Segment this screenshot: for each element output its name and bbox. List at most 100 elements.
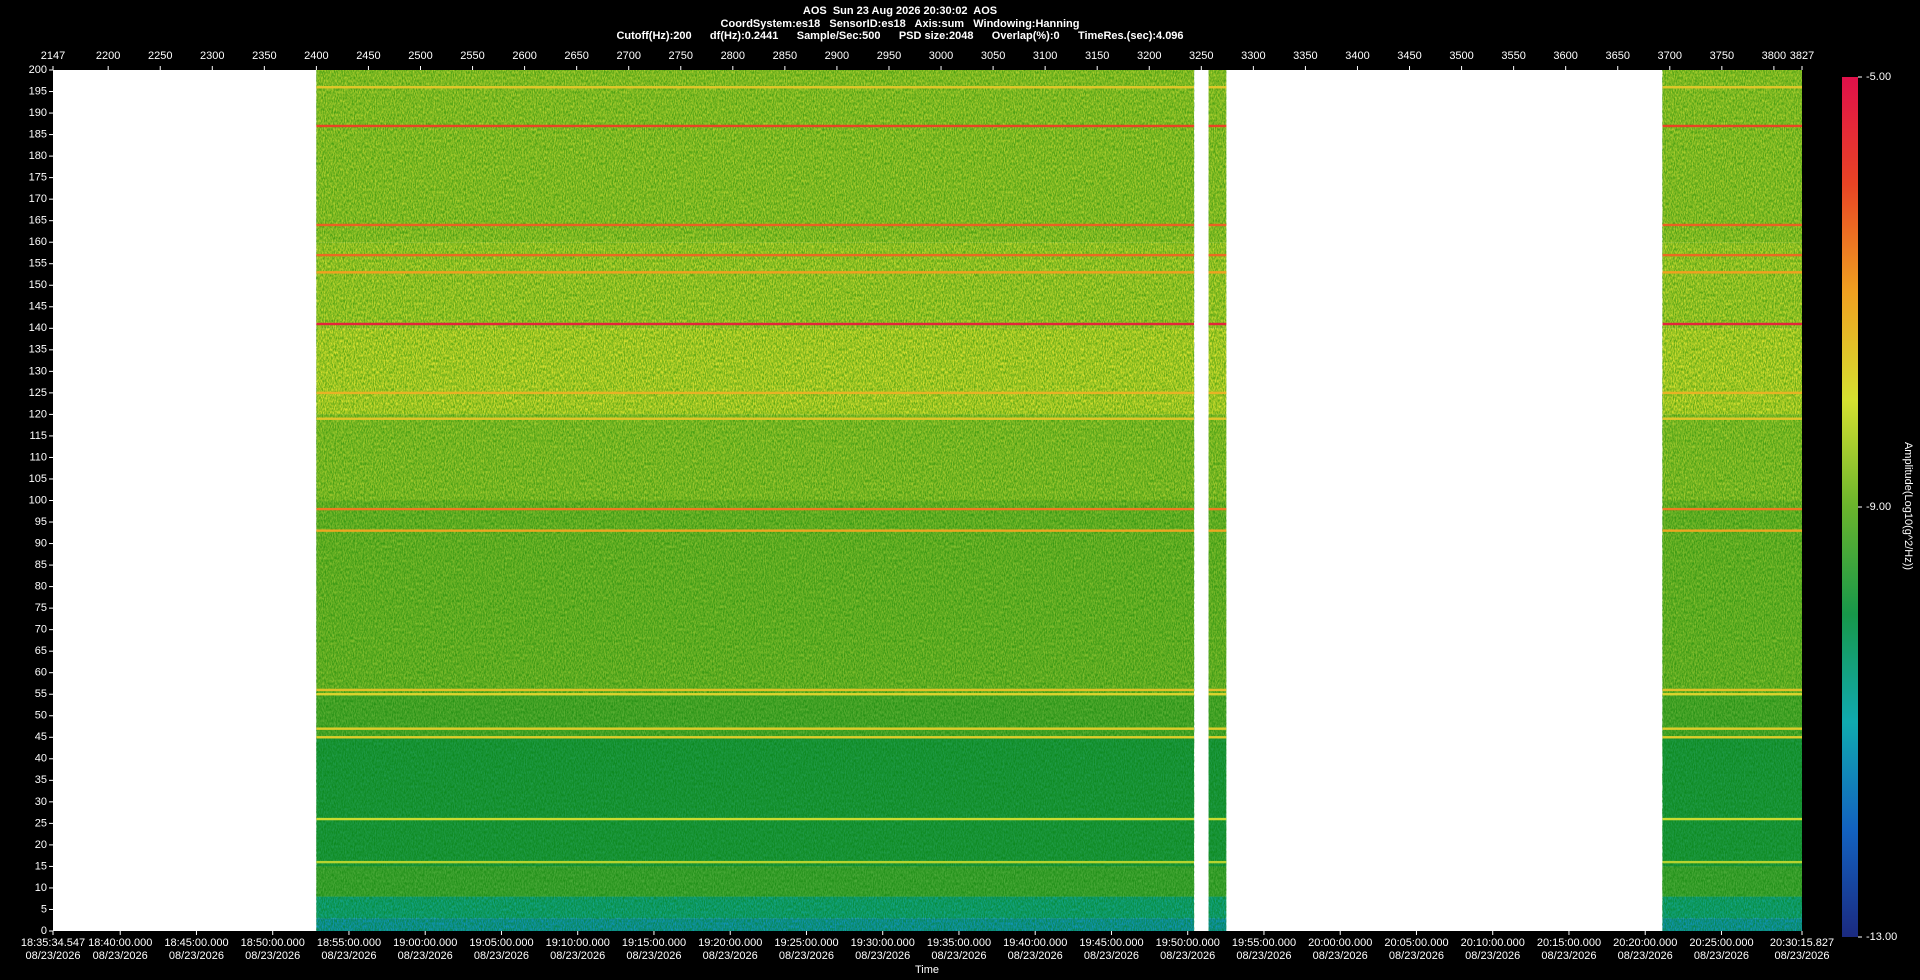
y-tick-label: 45 bbox=[35, 731, 47, 743]
x-bottom-tick-date: 08/23/2026 bbox=[931, 950, 986, 962]
x-top-tick-label: 2200 bbox=[96, 50, 120, 62]
x-top-tick-label: 3200 bbox=[1137, 50, 1161, 62]
y-tick-label: 10 bbox=[35, 882, 47, 894]
spectral-line bbox=[316, 271, 1195, 274]
x-bottom-tick-date: 08/23/2026 bbox=[1008, 950, 1063, 962]
y-tick-label: 55 bbox=[35, 688, 47, 700]
spectral-line bbox=[1208, 223, 1227, 227]
x-bottom-tick-label: 20:25:00.000 bbox=[1689, 937, 1753, 949]
x-bottom-tick-label: 20:15:00.000 bbox=[1537, 937, 1601, 949]
x-bottom-tick-label: 19:10:00.000 bbox=[546, 937, 610, 949]
spectral-line bbox=[316, 417, 1195, 420]
spectral-line bbox=[1662, 817, 1802, 821]
x-bottom-tick-date: 08/23/2026 bbox=[398, 950, 453, 962]
colorbar-tick-label: -9.00 bbox=[1866, 501, 1891, 513]
x-bottom-tick-label: 18:35:34.547 bbox=[21, 937, 85, 949]
spectral-line bbox=[316, 253, 1195, 257]
x-bottom-tick-date: 08/23/2026 bbox=[1541, 950, 1596, 962]
spectral-line bbox=[1662, 271, 1802, 274]
settings-line: Cutoff(Hz):200 df(Hz):0.2441 Sample/Sec:… bbox=[616, 30, 1183, 42]
chart-title: AOS Sun 23 Aug 2026 20:30:02 AOS bbox=[803, 5, 997, 17]
spectral-line bbox=[1208, 124, 1227, 128]
x-top-tick-label: 3600 bbox=[1553, 50, 1577, 62]
spectral-line bbox=[316, 693, 1195, 696]
spectral-line bbox=[1662, 529, 1802, 532]
y-tick-label: 30 bbox=[35, 796, 47, 808]
spectral-line bbox=[1208, 529, 1227, 532]
spectral-line bbox=[1662, 86, 1802, 89]
colorbar-label: Amplitude(Log10(g^2/Hz)) bbox=[1902, 442, 1914, 570]
x-bottom-tick-label: 19:00:00.000 bbox=[393, 937, 457, 949]
x-top-tick-label: 3000 bbox=[929, 50, 953, 62]
texture bbox=[1208, 70, 1227, 931]
x-bottom-tick-date: 08/23/2026 bbox=[703, 950, 758, 962]
spectral-line bbox=[1662, 727, 1802, 730]
x-bottom-tick-label: 19:05:00.000 bbox=[469, 937, 533, 949]
x-bottom-tick-date: 08/23/2026 bbox=[550, 950, 605, 962]
y-tick-label: 115 bbox=[29, 430, 47, 442]
y-tick-label: 160 bbox=[29, 236, 47, 248]
x-top-tick-label: 3827 bbox=[1790, 50, 1814, 62]
spectral-line bbox=[1208, 507, 1227, 511]
spectral-line bbox=[1662, 507, 1802, 511]
y-tick-label: 75 bbox=[35, 602, 47, 614]
x-top-tick-label: 2950 bbox=[877, 50, 901, 62]
x-bottom-tick-label: 20:00:00.000 bbox=[1308, 937, 1372, 949]
x-bottom-tick-date: 08/23/2026 bbox=[321, 950, 376, 962]
x-bottom-tick-label: 20:05:00.000 bbox=[1384, 937, 1448, 949]
y-tick-label: 185 bbox=[29, 128, 47, 140]
x-bottom-tick-label: 18:55:00.000 bbox=[317, 937, 381, 949]
y-tick-label: 120 bbox=[29, 408, 47, 420]
chart-subtitle: CoordSystem:es18 SensorID:es18 Axis:sum … bbox=[721, 18, 1080, 30]
spectral-line bbox=[316, 391, 1195, 395]
spectral-line bbox=[1208, 322, 1227, 326]
spectral-line bbox=[316, 529, 1195, 532]
y-tick-label: 35 bbox=[35, 774, 47, 786]
spectral-line bbox=[1208, 391, 1227, 395]
x-top-tick-label: 3550 bbox=[1501, 50, 1525, 62]
x-top-tick-label: 3500 bbox=[1449, 50, 1473, 62]
x-bottom-tick-label: 20:20:00.000 bbox=[1613, 937, 1677, 949]
y-tick-label: 100 bbox=[29, 494, 47, 506]
y-tick-label: 165 bbox=[29, 215, 47, 227]
spectral-line bbox=[316, 507, 1195, 511]
x-bottom-tick-date: 08/23/2026 bbox=[1313, 950, 1368, 962]
y-tick-label: 150 bbox=[29, 279, 47, 291]
x-bottom-tick-date: 08/23/2026 bbox=[1389, 950, 1444, 962]
x-bottom-tick-date: 08/23/2026 bbox=[1465, 950, 1520, 962]
x-top-tick-label: 3250 bbox=[1189, 50, 1213, 62]
x-bottom-tick-label: 19:15:00.000 bbox=[622, 937, 686, 949]
x-top-tick-label: 2400 bbox=[304, 50, 328, 62]
x-bottom-tick-label: 19:35:00.000 bbox=[927, 937, 991, 949]
y-tick-label: 195 bbox=[29, 85, 47, 97]
spectral-line bbox=[1662, 693, 1802, 696]
y-tick-label: 85 bbox=[35, 559, 47, 571]
x-top-tick-label: 3450 bbox=[1397, 50, 1421, 62]
spectral-line bbox=[1662, 124, 1802, 128]
x-top-tick-label: 2500 bbox=[408, 50, 432, 62]
x-bottom-tick-label: 19:20:00.000 bbox=[698, 937, 762, 949]
spectral-line bbox=[1662, 253, 1802, 257]
x-top-tick-label: 3800 bbox=[1762, 50, 1786, 62]
y-tick-label: 130 bbox=[29, 365, 47, 377]
x-top-tick-label: 3350 bbox=[1293, 50, 1317, 62]
x-top-tick-label: 2650 bbox=[564, 50, 588, 62]
spectral-line bbox=[1208, 693, 1227, 696]
y-tick-label: 60 bbox=[35, 667, 47, 679]
spectral-line bbox=[1662, 391, 1802, 395]
data-segment bbox=[1208, 70, 1227, 931]
texture bbox=[316, 70, 1195, 931]
x-bottom-tick-date: 08/23/2026 bbox=[855, 950, 910, 962]
spectral-line bbox=[316, 124, 1195, 128]
spectral-line bbox=[316, 223, 1195, 227]
spectral-line bbox=[1208, 736, 1227, 739]
x-bottom-tick-date: 08/23/2026 bbox=[1084, 950, 1139, 962]
x-top-tick-label: 3100 bbox=[1033, 50, 1057, 62]
spectral-line bbox=[316, 736, 1195, 739]
texture bbox=[1662, 70, 1802, 931]
x-bottom-tick-date: 08/23/2026 bbox=[1160, 950, 1215, 962]
y-tick-label: 135 bbox=[29, 344, 47, 356]
spectral-line bbox=[1662, 223, 1802, 227]
spectral-line bbox=[1208, 271, 1227, 274]
